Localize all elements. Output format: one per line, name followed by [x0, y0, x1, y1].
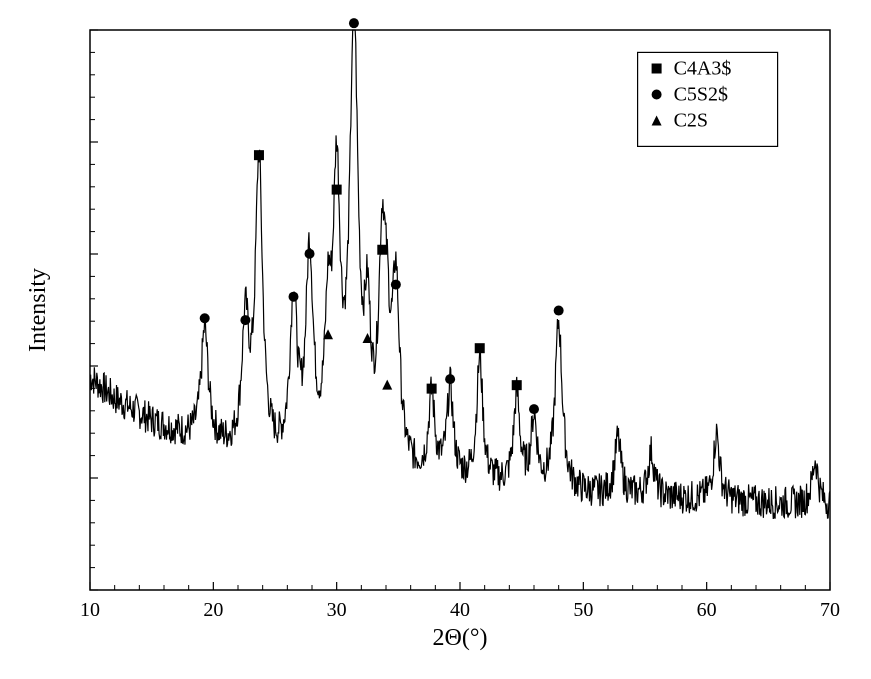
y-axis-label: Intensity: [25, 268, 51, 352]
chart-svg: 10 20 30 40 50 60 70 2Θ(°) Intensity C4A3$ C5S2$ C2…: [0, 0, 871, 679]
legend-item-label: C4A3$: [674, 58, 732, 80]
legend: C4A3$ C5S2$ C2S: [638, 52, 778, 146]
legend-item-label: C5S2$: [674, 84, 728, 106]
svg-text:70: 70: [820, 599, 840, 621]
xrd-chart: 10 20 30 40 50 60 70 2Θ(°) Intensity C4A3$ C5S2$ C2…: [0, 0, 871, 679]
x-axis-label: 2Θ(°): [433, 625, 488, 651]
svg-text:40: 40: [450, 599, 470, 621]
svg-text:30: 30: [327, 599, 347, 621]
legend-item-label: C2S: [674, 110, 708, 132]
svg-text:10: 10: [80, 599, 100, 621]
svg-text:50: 50: [573, 599, 593, 621]
svg-text:60: 60: [697, 599, 717, 621]
svg-text:20: 20: [203, 599, 223, 621]
